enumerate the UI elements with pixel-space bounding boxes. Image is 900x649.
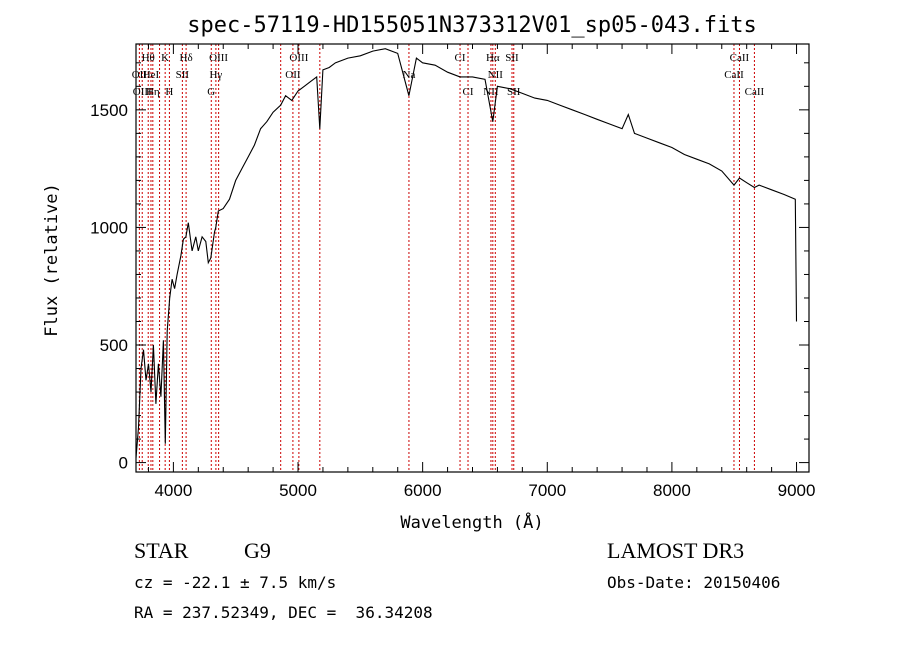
x-tick-label-5000: 5000: [279, 481, 317, 500]
y-tick-label-1500: 1500: [90, 101, 128, 120]
y-axis-label: Flux (relative): [42, 183, 62, 337]
survey-name: LAMOST DR3: [607, 538, 745, 563]
line-label-25: CaII: [724, 69, 744, 81]
line-label-14: OII: [285, 69, 301, 81]
line-label-4: Hη: [146, 86, 160, 98]
y-axis-ticks: 0 500 1000 1500: [90, 62, 809, 473]
line-label-3: HeI: [143, 69, 160, 81]
line-label-21: Hα: [486, 52, 500, 64]
x-tick-label-7000: 7000: [528, 481, 566, 500]
line-label-15: OIII: [289, 52, 308, 64]
spectral-line-labels: OIIOIIIHθHeIHηKHSIIHδGHγOIIIOIIOIIINaCIC…: [132, 52, 765, 98]
spectral-line-markers: [138, 44, 755, 472]
line-label-22: NII: [488, 69, 504, 81]
line-label-18: CI: [455, 52, 466, 64]
line-label-11: Hγ: [209, 69, 222, 81]
line-label-12: OIII: [209, 52, 228, 64]
object-class: STAR: [134, 538, 189, 563]
y-tick-label-1000: 1000: [90, 218, 128, 237]
y-tick-label-500: 500: [100, 336, 128, 355]
redshift-cz: cz = -22.1 ± 7.5 km/s: [134, 573, 337, 592]
line-label-26: CaII: [730, 52, 750, 64]
observation-date: Obs-Date: 20150406: [607, 573, 781, 592]
x-axis-ticks: 4000 5000 6000 7000 8000 9000: [147, 44, 816, 500]
line-label-23: SII: [505, 52, 519, 64]
line-label-8: SII: [176, 69, 190, 81]
plot-frame: [135, 43, 810, 473]
y-tick-label-0: 0: [119, 454, 128, 473]
ra-dec-coordinates: RA = 237.52349, DEC = 36.34208: [134, 603, 433, 622]
line-label-19: CI: [463, 86, 474, 98]
chart-title: spec-57119-HD155051N373312V01_sp05-043.f…: [187, 13, 757, 38]
line-label-6: K: [161, 52, 169, 64]
x-axis-label: Wavelength (Å): [400, 511, 543, 533]
line-label-7: H: [165, 86, 173, 98]
line-label-9: Hδ: [180, 52, 193, 64]
x-tick-label-6000: 6000: [404, 481, 442, 500]
line-label-1: OIII: [133, 86, 152, 98]
x-tick-label-4000: 4000: [154, 481, 192, 500]
object-subclass: G9: [244, 538, 271, 563]
x-tick-label-8000: 8000: [653, 481, 691, 500]
spectrum-line: [135, 48, 798, 458]
line-label-2: Hθ: [142, 52, 155, 64]
line-label-10: G: [207, 86, 215, 98]
x-tick-label-9000: 9000: [778, 481, 816, 500]
line-label-27: CaII: [745, 86, 765, 98]
